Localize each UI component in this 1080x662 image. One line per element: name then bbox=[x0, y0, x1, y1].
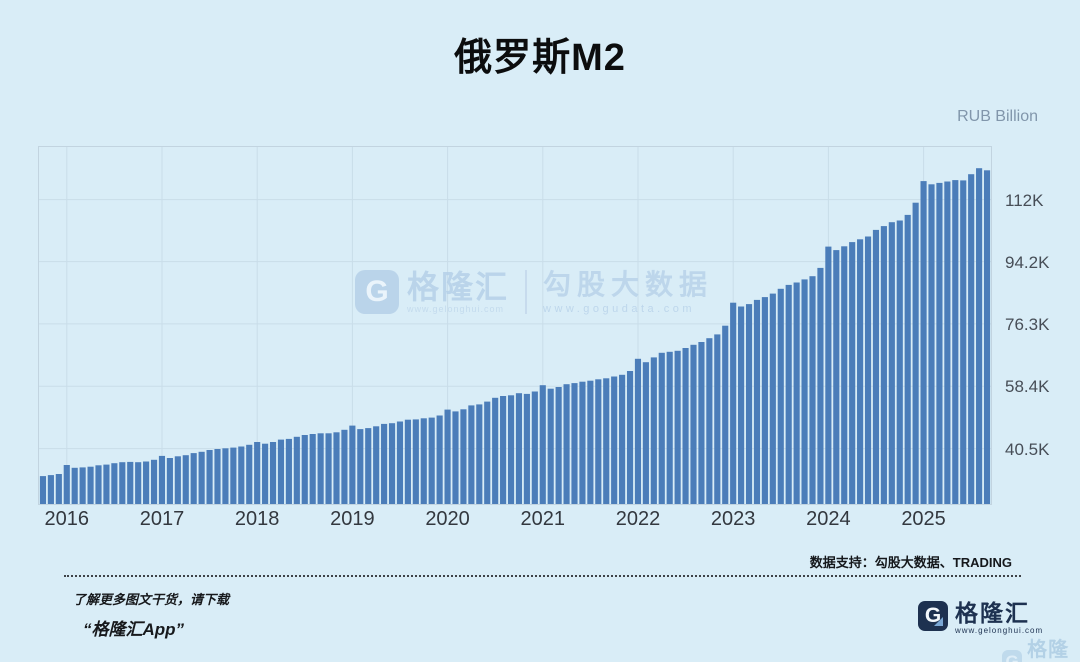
corner-watermark-logo-icon: G bbox=[1002, 650, 1023, 662]
promo-line-2: “格隆汇App” bbox=[83, 620, 185, 639]
x-tick-2016: 2016 bbox=[44, 508, 90, 530]
promo-line-1: 了解更多图文干货，请下载 bbox=[73, 592, 230, 607]
y-axis-unit-label: RUB Billion bbox=[957, 108, 1038, 125]
brand-url: www.gelonghui.com bbox=[955, 626, 1044, 635]
y-tick-94k: 94.2K bbox=[1005, 252, 1050, 272]
corner-watermark-logo: G 格隆汇 bbox=[1002, 633, 1080, 662]
brand-logo: G 格隆汇 www.gelonghui.com bbox=[918, 601, 1043, 635]
corner-watermark-brand-name: 格隆汇 bbox=[1027, 639, 1070, 661]
page-title: 俄罗斯M2 bbox=[454, 37, 626, 79]
chart-plot-area: G 格隆汇 www.gelonghui.com 勾股大数据 www.goguda… bbox=[38, 146, 1049, 530]
divider-line bbox=[64, 575, 1021, 577]
x-tick-2022: 2022 bbox=[615, 508, 661, 530]
m2-bar-chart bbox=[39, 147, 991, 504]
y-tick-58k: 58.4K bbox=[1005, 377, 1050, 397]
y-tick-76k: 76.3K bbox=[1005, 314, 1050, 334]
x-tick-2020: 2020 bbox=[425, 508, 470, 530]
x-tick-2021: 2021 bbox=[520, 508, 566, 530]
y-tick-112k: 112K bbox=[1005, 190, 1044, 210]
brand-name: 格隆汇 bbox=[955, 600, 1030, 626]
x-tick-2018: 2018 bbox=[234, 508, 280, 530]
x-tick-2023: 2023 bbox=[710, 508, 756, 530]
x-tick-2019: 2019 bbox=[330, 508, 375, 530]
promo-text: 了解更多图文干货，请下载 “格隆汇App” bbox=[73, 589, 229, 640]
x-tick-2017: 2017 bbox=[139, 508, 185, 530]
x-tick-2025: 2025 bbox=[901, 508, 946, 530]
data-source-note: 数据支持：勾股大数据、TRADING bbox=[809, 555, 1012, 570]
y-tick-40k: 40.5K bbox=[1005, 439, 1050, 459]
x-tick-2024: 2024 bbox=[806, 508, 851, 530]
brand-logo-arrow-icon bbox=[934, 617, 943, 626]
brand-logo-icon: G bbox=[918, 601, 948, 631]
